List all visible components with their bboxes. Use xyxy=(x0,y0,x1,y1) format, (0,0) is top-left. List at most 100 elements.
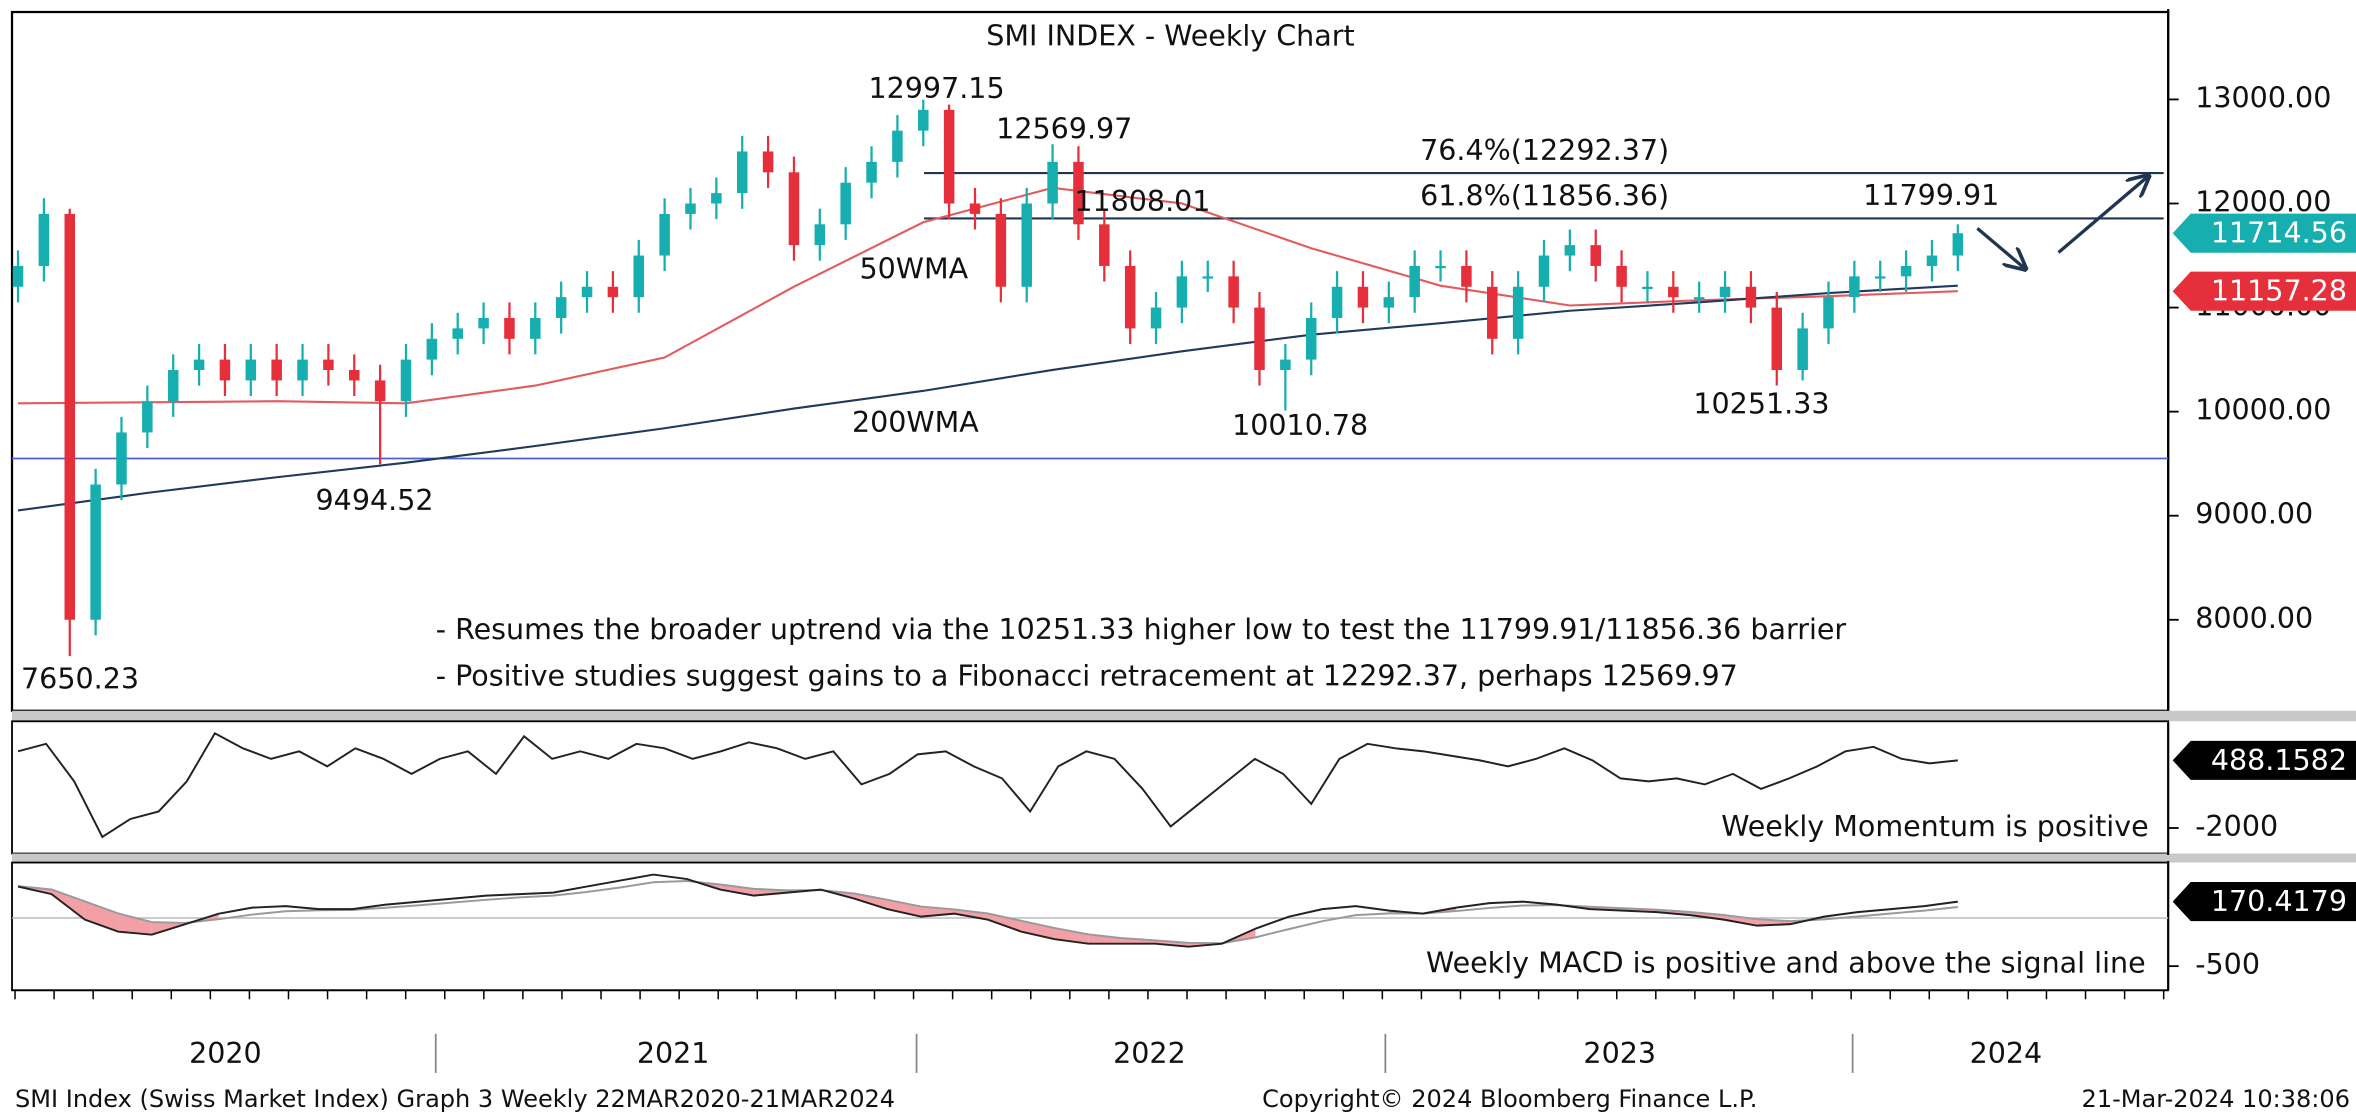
candle-body xyxy=(1331,286,1343,318)
candle-body xyxy=(1745,286,1757,308)
candle-body xyxy=(918,109,929,131)
y-tick-label: 13000.00 xyxy=(2195,81,2331,114)
candle-body xyxy=(1461,265,1472,287)
macd-fill xyxy=(1021,920,1055,940)
candle-body xyxy=(1564,245,1576,256)
macd-line xyxy=(17,873,1958,948)
candle-body xyxy=(685,203,696,214)
y-tick-label: -2000 xyxy=(2195,810,2278,843)
panel-divider xyxy=(12,853,2356,863)
candle-body xyxy=(1073,161,1084,225)
fib-label: 76.4%(12292.37) xyxy=(1420,134,1669,167)
candle-body xyxy=(426,338,438,360)
candle-body xyxy=(1047,161,1058,204)
last-value-tag xyxy=(2172,740,2356,780)
macd-fill xyxy=(954,909,988,920)
x-tick-label: 2021 xyxy=(637,1037,710,1070)
momentum-line xyxy=(17,732,1958,839)
candle-body xyxy=(788,172,800,246)
chart-title: SMI INDEX - Weekly Chart xyxy=(986,20,1354,53)
candle-body xyxy=(736,151,748,194)
candle-body xyxy=(633,255,645,298)
candle-body xyxy=(1435,265,1446,269)
candle-body xyxy=(193,359,205,371)
arrow xyxy=(2057,176,2148,254)
macd-fill xyxy=(84,901,119,932)
candle-body xyxy=(607,286,619,298)
last-value-label: 11714.56 xyxy=(2211,217,2347,250)
candle-body xyxy=(555,297,567,318)
candle-body xyxy=(323,359,334,371)
arrow xyxy=(1976,227,2025,269)
candle-body xyxy=(1797,328,1808,371)
candle-body xyxy=(219,359,231,381)
candle-body xyxy=(581,286,593,298)
last-value-label: 488.1582 xyxy=(2211,744,2347,777)
y-tick-label: 12000.00 xyxy=(2195,186,2331,219)
annotation: 12997.15 xyxy=(868,72,1004,105)
candle-body xyxy=(1874,276,1886,279)
candle-body xyxy=(1228,276,1239,308)
candle-body xyxy=(245,359,257,381)
annotation: 7650.23 xyxy=(21,663,139,696)
candle-body xyxy=(659,213,670,256)
panel-note: Weekly Momentum is positive xyxy=(1721,810,2148,843)
candle-body xyxy=(504,317,515,339)
candle-body xyxy=(1021,203,1032,287)
footer-left: SMI Index (Swiss Market Index) Graph 3 W… xyxy=(15,1085,895,1113)
candle-body xyxy=(452,328,463,339)
y-tick-label: 10000.00 xyxy=(2195,394,2331,427)
macd-fill xyxy=(1723,914,1758,926)
x-tick-label: 2024 xyxy=(1970,1037,2043,1070)
last-value-tag xyxy=(2172,882,2356,922)
x-tick-label: 2020 xyxy=(189,1037,262,1070)
fib-label: 61.8%(11856.36) xyxy=(1420,179,1669,212)
candle-body xyxy=(142,401,153,433)
candle-body xyxy=(90,484,101,620)
candle-body xyxy=(478,317,489,329)
moving-average-label: 200WMA xyxy=(852,406,979,439)
moving-average-label: 50WMA xyxy=(859,252,968,285)
annotation: 10251.33 xyxy=(1693,388,1829,421)
candle-body xyxy=(1538,255,1550,287)
candle-body xyxy=(1487,286,1498,339)
candle-body xyxy=(1176,276,1188,308)
y-tick-label: 8000.00 xyxy=(2195,602,2313,635)
candle-body xyxy=(38,213,50,266)
candle-body xyxy=(1512,286,1524,339)
candle-body xyxy=(1305,317,1317,360)
y-tick-label: 9000.00 xyxy=(2195,498,2313,531)
panel-divider xyxy=(12,710,2356,722)
candle-body xyxy=(814,224,826,246)
footer-right: 21-Mar-2024 10:38:06 xyxy=(2082,1085,2350,1113)
last-value-label: 11157.28 xyxy=(2211,275,2347,308)
candle-body xyxy=(892,130,903,162)
last-value-label: 170.4179 xyxy=(2211,885,2347,918)
candle-body xyxy=(711,193,722,204)
candle-body xyxy=(840,182,851,225)
candle-body xyxy=(1926,255,1938,266)
candle-body xyxy=(1900,265,1912,277)
candle-body xyxy=(1590,245,1601,266)
macd-fill xyxy=(987,913,1022,932)
macd-fill xyxy=(854,893,888,910)
macd-fill xyxy=(720,884,754,896)
commentary: - Resumes the broader uptrend via the 10… xyxy=(436,613,1847,646)
candle-body xyxy=(1124,265,1136,329)
candle-body xyxy=(530,317,541,339)
candle-body xyxy=(349,370,360,381)
macd-fill xyxy=(118,913,152,935)
panel-note: Weekly MACD is positive and above the si… xyxy=(1426,947,2146,980)
candle-body xyxy=(866,161,877,183)
candle-body xyxy=(969,203,981,214)
candle-body xyxy=(64,213,76,620)
candle-body xyxy=(1099,224,1110,266)
annotation: 12569.97 xyxy=(996,113,1132,146)
candle-body xyxy=(1771,307,1783,371)
candle-body xyxy=(1616,265,1627,287)
macd-fill xyxy=(887,899,922,917)
candle-body xyxy=(1952,233,1964,256)
moving-average xyxy=(18,186,1958,405)
